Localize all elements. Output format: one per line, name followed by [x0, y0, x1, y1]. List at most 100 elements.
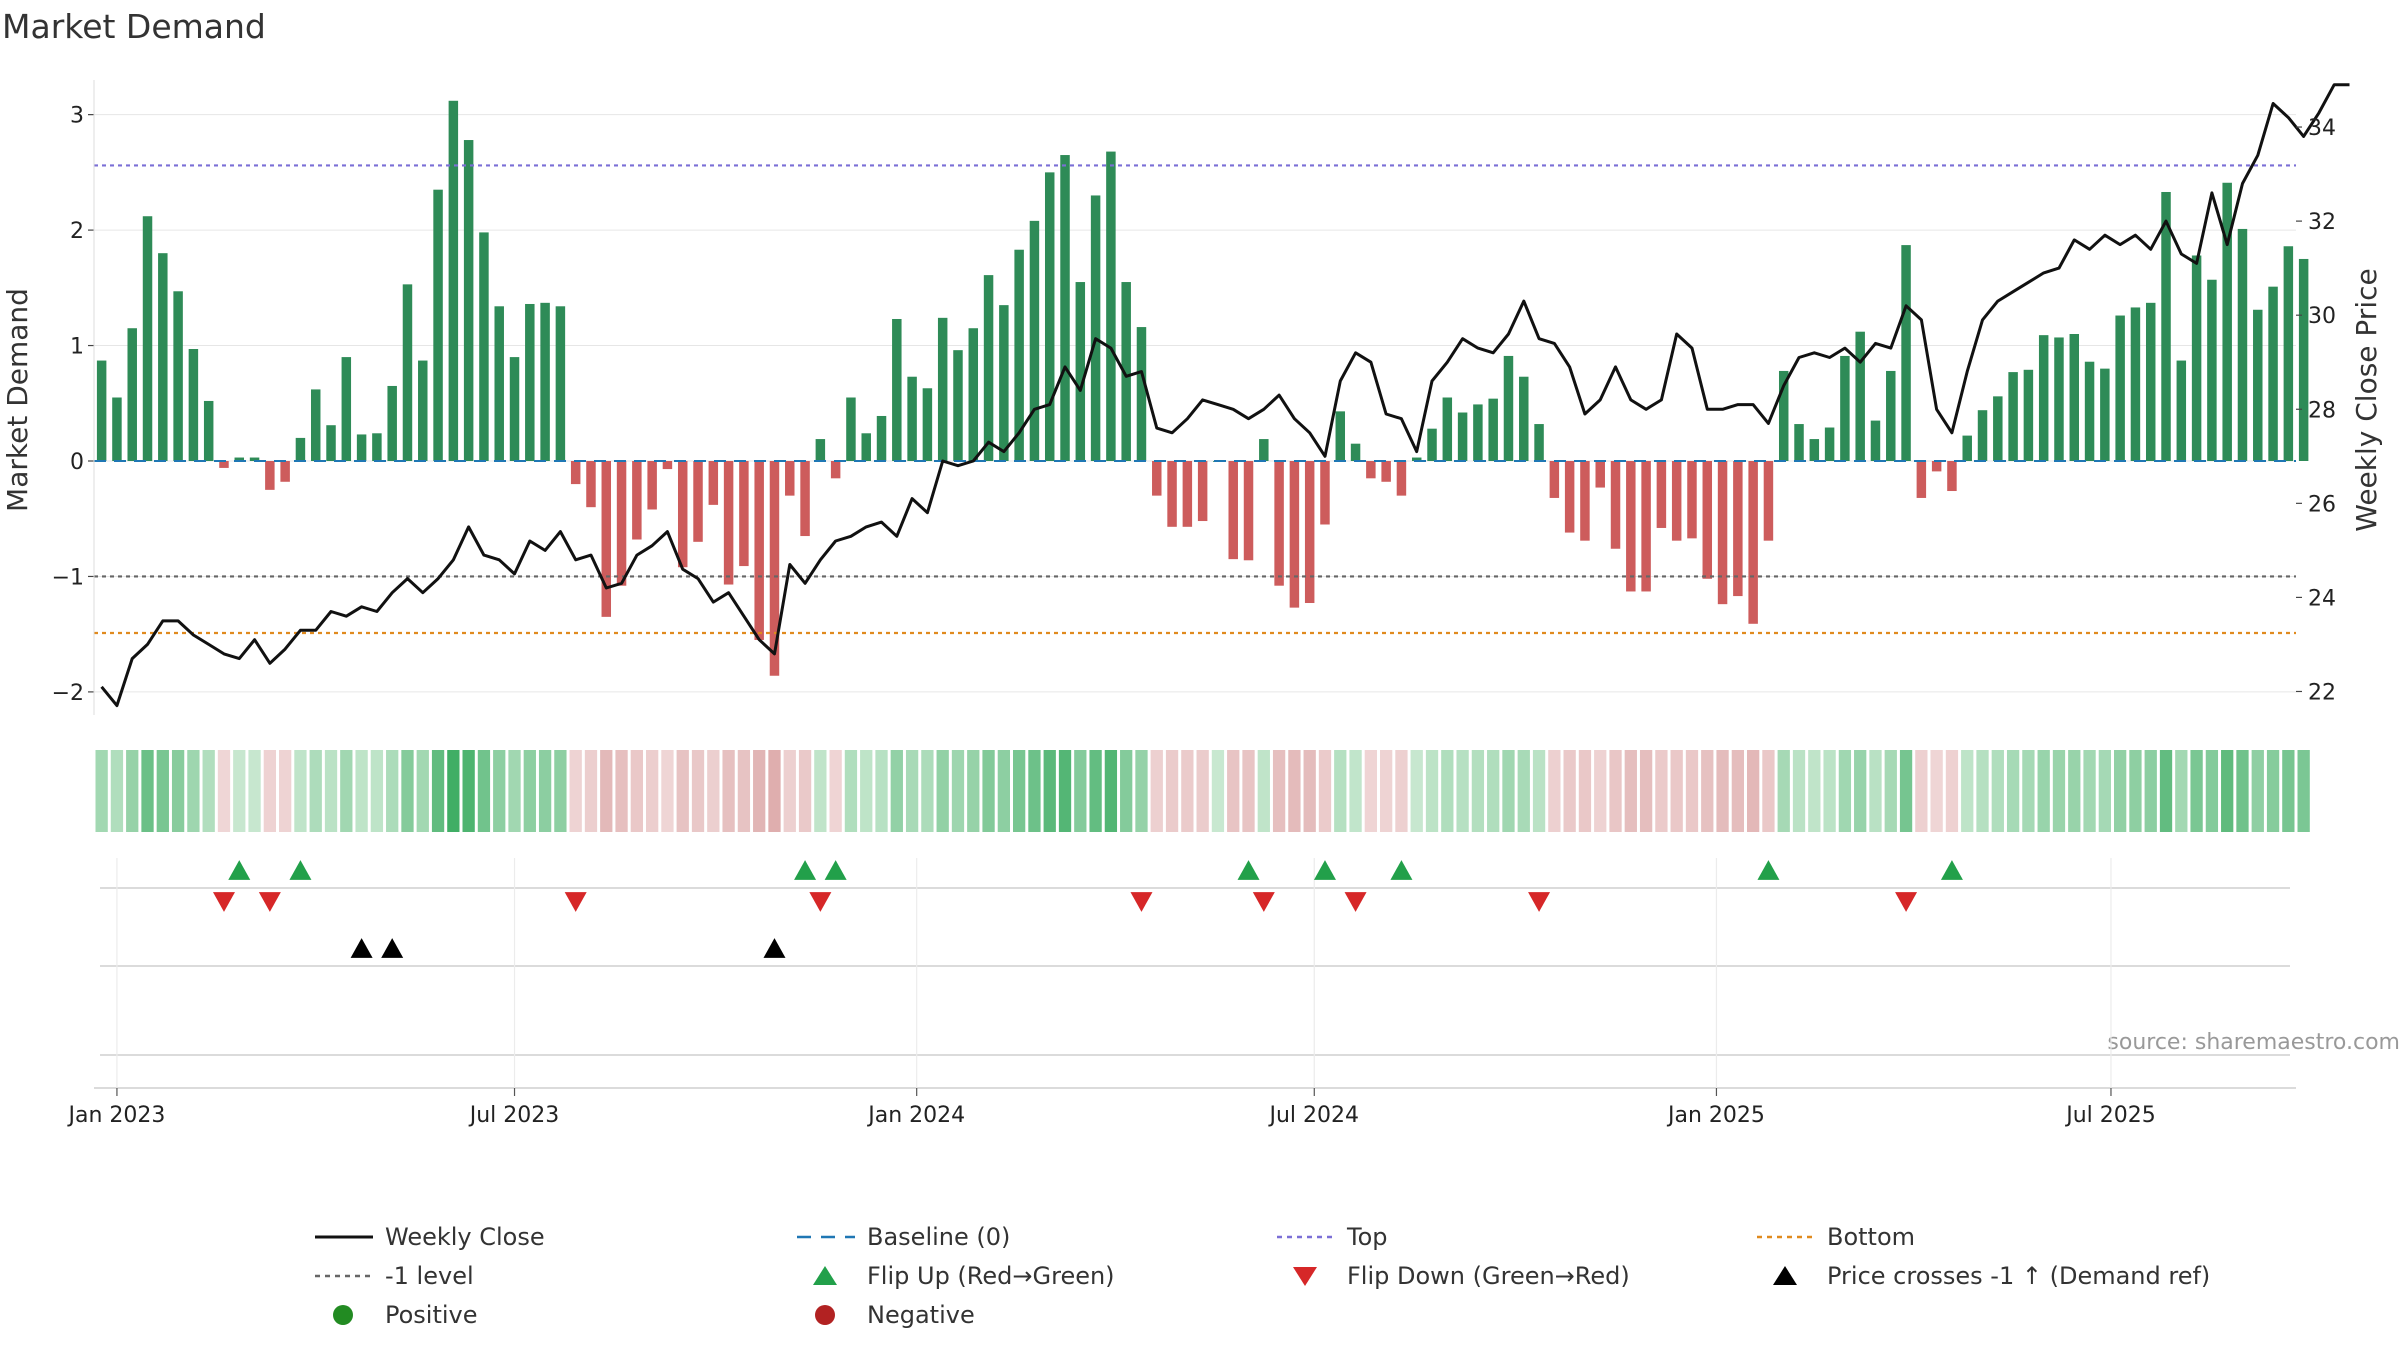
heatmap-cell [401, 750, 414, 832]
demand-bar [1824, 427, 1835, 461]
heatmap-cell [1441, 750, 1454, 832]
demand-bar [1152, 461, 1162, 496]
heatmap-cell [646, 750, 659, 832]
heatmap-cell [753, 750, 766, 832]
demand-bar [846, 397, 856, 461]
heatmap-cell [309, 750, 322, 832]
demand-bar [463, 140, 474, 461]
heatmap-cell [2236, 750, 2249, 832]
demand-bar [1304, 461, 1315, 604]
demand-bar [127, 328, 137, 461]
demand-bar [1931, 461, 1942, 472]
flip-down-marker [1344, 892, 1367, 912]
heatmap-cell [1838, 750, 1852, 832]
heatmap-cell [997, 750, 1010, 832]
heatmap-cell [1701, 750, 1714, 832]
heatmap-cell [982, 750, 995, 832]
legend-label-minus-one: -1 level [385, 1262, 474, 1290]
flip-down-marker [1528, 892, 1551, 912]
demand-bar [203, 400, 214, 461]
demand-heatmap-strip [95, 750, 2310, 832]
demand-bars [96, 100, 2309, 676]
heatmap-cell [324, 750, 338, 832]
heatmap-cell [1624, 750, 1637, 832]
heatmap-cell [248, 750, 261, 832]
heatmap-cell [1272, 750, 1286, 832]
demand-bar [234, 457, 245, 461]
heatmap-cell [1884, 750, 1897, 832]
heatmap-cell [1762, 750, 1775, 832]
demand-bar [295, 437, 306, 461]
heatmap-cell [2129, 750, 2142, 832]
heatmap-cell [294, 750, 307, 832]
demand-bar [2298, 258, 2309, 461]
demand-bar [754, 461, 764, 640]
demand-bar [1916, 461, 1927, 498]
heatmap-cell [691, 750, 705, 832]
heatmap-cell [2266, 750, 2280, 832]
demand-bar [616, 461, 627, 586]
demand-bar [2176, 360, 2187, 461]
flip-down-marker [258, 892, 281, 912]
heatmap-cell [722, 750, 735, 832]
demand-bar [2115, 315, 2125, 461]
heatmap-cell [1945, 750, 1959, 832]
demand-bar [1014, 249, 1024, 461]
demand-bar [219, 461, 229, 468]
heatmap-cell [584, 750, 598, 832]
heatmap-cell [1227, 750, 1240, 832]
demand-bar [265, 461, 275, 490]
demand-bar [937, 317, 948, 461]
demand-bar [1106, 151, 1116, 461]
y-left-tick-label: 3 [70, 104, 84, 129]
demand-bar [647, 461, 657, 510]
heatmap-cell [2022, 750, 2035, 832]
demand-bar [586, 461, 596, 508]
heatmap-cell [1471, 750, 1485, 832]
chart-title: Market Demand [2, 7, 266, 46]
demand-bar [1350, 443, 1361, 461]
demand-bar [769, 461, 780, 676]
heatmap-cell [1991, 750, 2004, 832]
heatmap-cell [1196, 750, 1209, 832]
flip-down-marker [564, 892, 587, 912]
demand-bar [983, 275, 994, 461]
heatmap-cell [95, 750, 108, 832]
demand-bar [1396, 461, 1407, 496]
legend-swatch-positive [333, 1305, 353, 1325]
demand-bar [922, 388, 933, 461]
demand-bar [739, 461, 749, 567]
heatmap-cell [1777, 750, 1790, 832]
demand-bar [815, 439, 826, 461]
demand-bar [509, 357, 520, 461]
demand-bar [1182, 461, 1193, 527]
demand-bar [2237, 228, 2248, 461]
heatmap-cell [493, 750, 506, 832]
demand-bar [2054, 337, 2064, 461]
demand-bar [800, 461, 810, 537]
x-tick-label: Jul 2024 [1268, 1103, 1360, 1128]
demand-bar [1411, 457, 1422, 461]
heatmap-cell [2098, 750, 2111, 832]
demand-bar [1335, 411, 1346, 461]
heatmap-cell [1120, 750, 1133, 832]
demand-bar [2069, 334, 2080, 461]
demand-bar [723, 461, 734, 585]
heatmap-cell [187, 750, 200, 832]
demand-bar [418, 360, 428, 461]
x-tick-label: Jan 2023 [66, 1103, 165, 1128]
heatmap-cell [1961, 750, 1974, 832]
demand-bar [356, 434, 367, 461]
demand-bar [494, 306, 504, 461]
heatmap-cell [1716, 750, 1729, 832]
heatmap-cell [1670, 750, 1683, 832]
heatmap-cell [2159, 750, 2173, 832]
heatmap-cell [2083, 750, 2096, 832]
x-axis: Jan 2023 Jul 2023 Jan 2024 Jul 2024 Jan 2025… [66, 1088, 2156, 1128]
heatmap-cell [126, 750, 139, 832]
demand-bar [310, 389, 321, 461]
demand-bar [677, 461, 688, 568]
flip-down-marker [1130, 892, 1153, 912]
y-right-tick-label: 22 [2308, 680, 2336, 705]
heatmap-cell [905, 750, 919, 832]
